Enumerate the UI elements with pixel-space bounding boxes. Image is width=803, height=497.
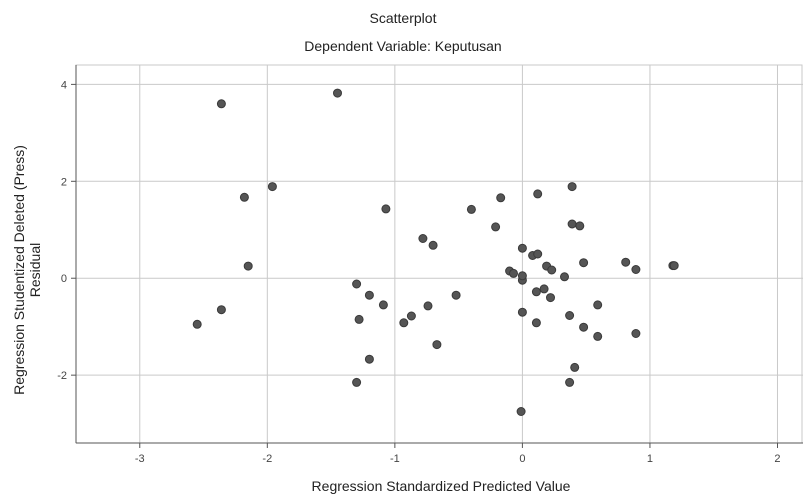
data-point — [418, 234, 428, 243]
data-point — [509, 268, 518, 278]
data-point — [516, 407, 526, 416]
data-point — [567, 182, 577, 192]
data-point — [466, 204, 476, 214]
data-point — [216, 99, 226, 109]
data-point — [579, 322, 589, 332]
data-point — [575, 221, 585, 231]
data-point — [406, 311, 416, 321]
data-point — [533, 189, 543, 199]
data-point — [533, 249, 543, 259]
data-point — [669, 261, 679, 271]
data-point — [496, 193, 506, 203]
data-point — [432, 340, 442, 350]
data-point — [451, 290, 461, 300]
data-point — [423, 301, 433, 311]
x-axis-label: Regression Standardized Predicted Value — [312, 478, 571, 494]
data-point — [352, 279, 362, 289]
data-point — [570, 362, 580, 372]
data-point — [631, 329, 641, 338]
data-point — [381, 204, 391, 214]
x-tick-label: -2 — [262, 453, 272, 465]
y-tick-label: 4 — [61, 79, 67, 91]
data-point — [531, 318, 541, 328]
data-point — [354, 314, 364, 324]
grid-layer — [76, 65, 803, 443]
data-point — [517, 307, 527, 317]
data-point — [399, 318, 409, 328]
x-tick-label: -3 — [135, 453, 145, 465]
data-point — [517, 243, 527, 253]
data-point — [546, 293, 555, 303]
x-tick-label: -1 — [390, 453, 400, 465]
data-point — [621, 257, 631, 267]
data-point — [267, 182, 277, 192]
data-point — [560, 272, 569, 282]
x-tick-label: 1 — [647, 453, 653, 465]
data-point — [491, 222, 501, 232]
chart-subtitle: Dependent Variable: Keputusan — [304, 38, 501, 54]
y-axis-label-line1: Regression Studentized Deleted (Press) — [11, 145, 27, 395]
x-tick-label: 2 — [774, 453, 780, 465]
y-axis-label-line2: Residual — [27, 243, 43, 297]
data-point — [378, 300, 388, 310]
data-point — [216, 305, 226, 315]
axis-layer — [75, 65, 803, 444]
chart-title: Scatterplot — [370, 10, 437, 26]
data-point — [364, 290, 374, 300]
data-point — [565, 377, 575, 387]
data-point — [631, 265, 641, 274]
data-point — [565, 311, 575, 320]
data-point — [593, 300, 603, 310]
data-point — [567, 219, 577, 229]
data-point — [593, 331, 603, 341]
y-tick-label: -2 — [57, 370, 67, 382]
y-tick-label: 0 — [61, 273, 67, 285]
data-point — [192, 319, 202, 329]
point-layer — [192, 88, 679, 416]
tick-layer: -3 -2 -1 0 1 2 -2 0 2 4 — [57, 79, 780, 465]
x-tick-label: 0 — [519, 453, 525, 465]
data-point — [531, 287, 541, 297]
data-point — [579, 258, 589, 268]
y-tick-label: 2 — [61, 176, 67, 188]
plot-frame — [75, 64, 803, 444]
data-point — [333, 88, 342, 98]
data-point — [539, 284, 549, 294]
data-point — [352, 377, 362, 387]
data-point — [547, 265, 557, 275]
data-point — [243, 261, 253, 271]
data-point — [517, 271, 527, 281]
data-point — [239, 192, 249, 202]
data-point — [428, 240, 438, 250]
data-point — [364, 354, 374, 364]
